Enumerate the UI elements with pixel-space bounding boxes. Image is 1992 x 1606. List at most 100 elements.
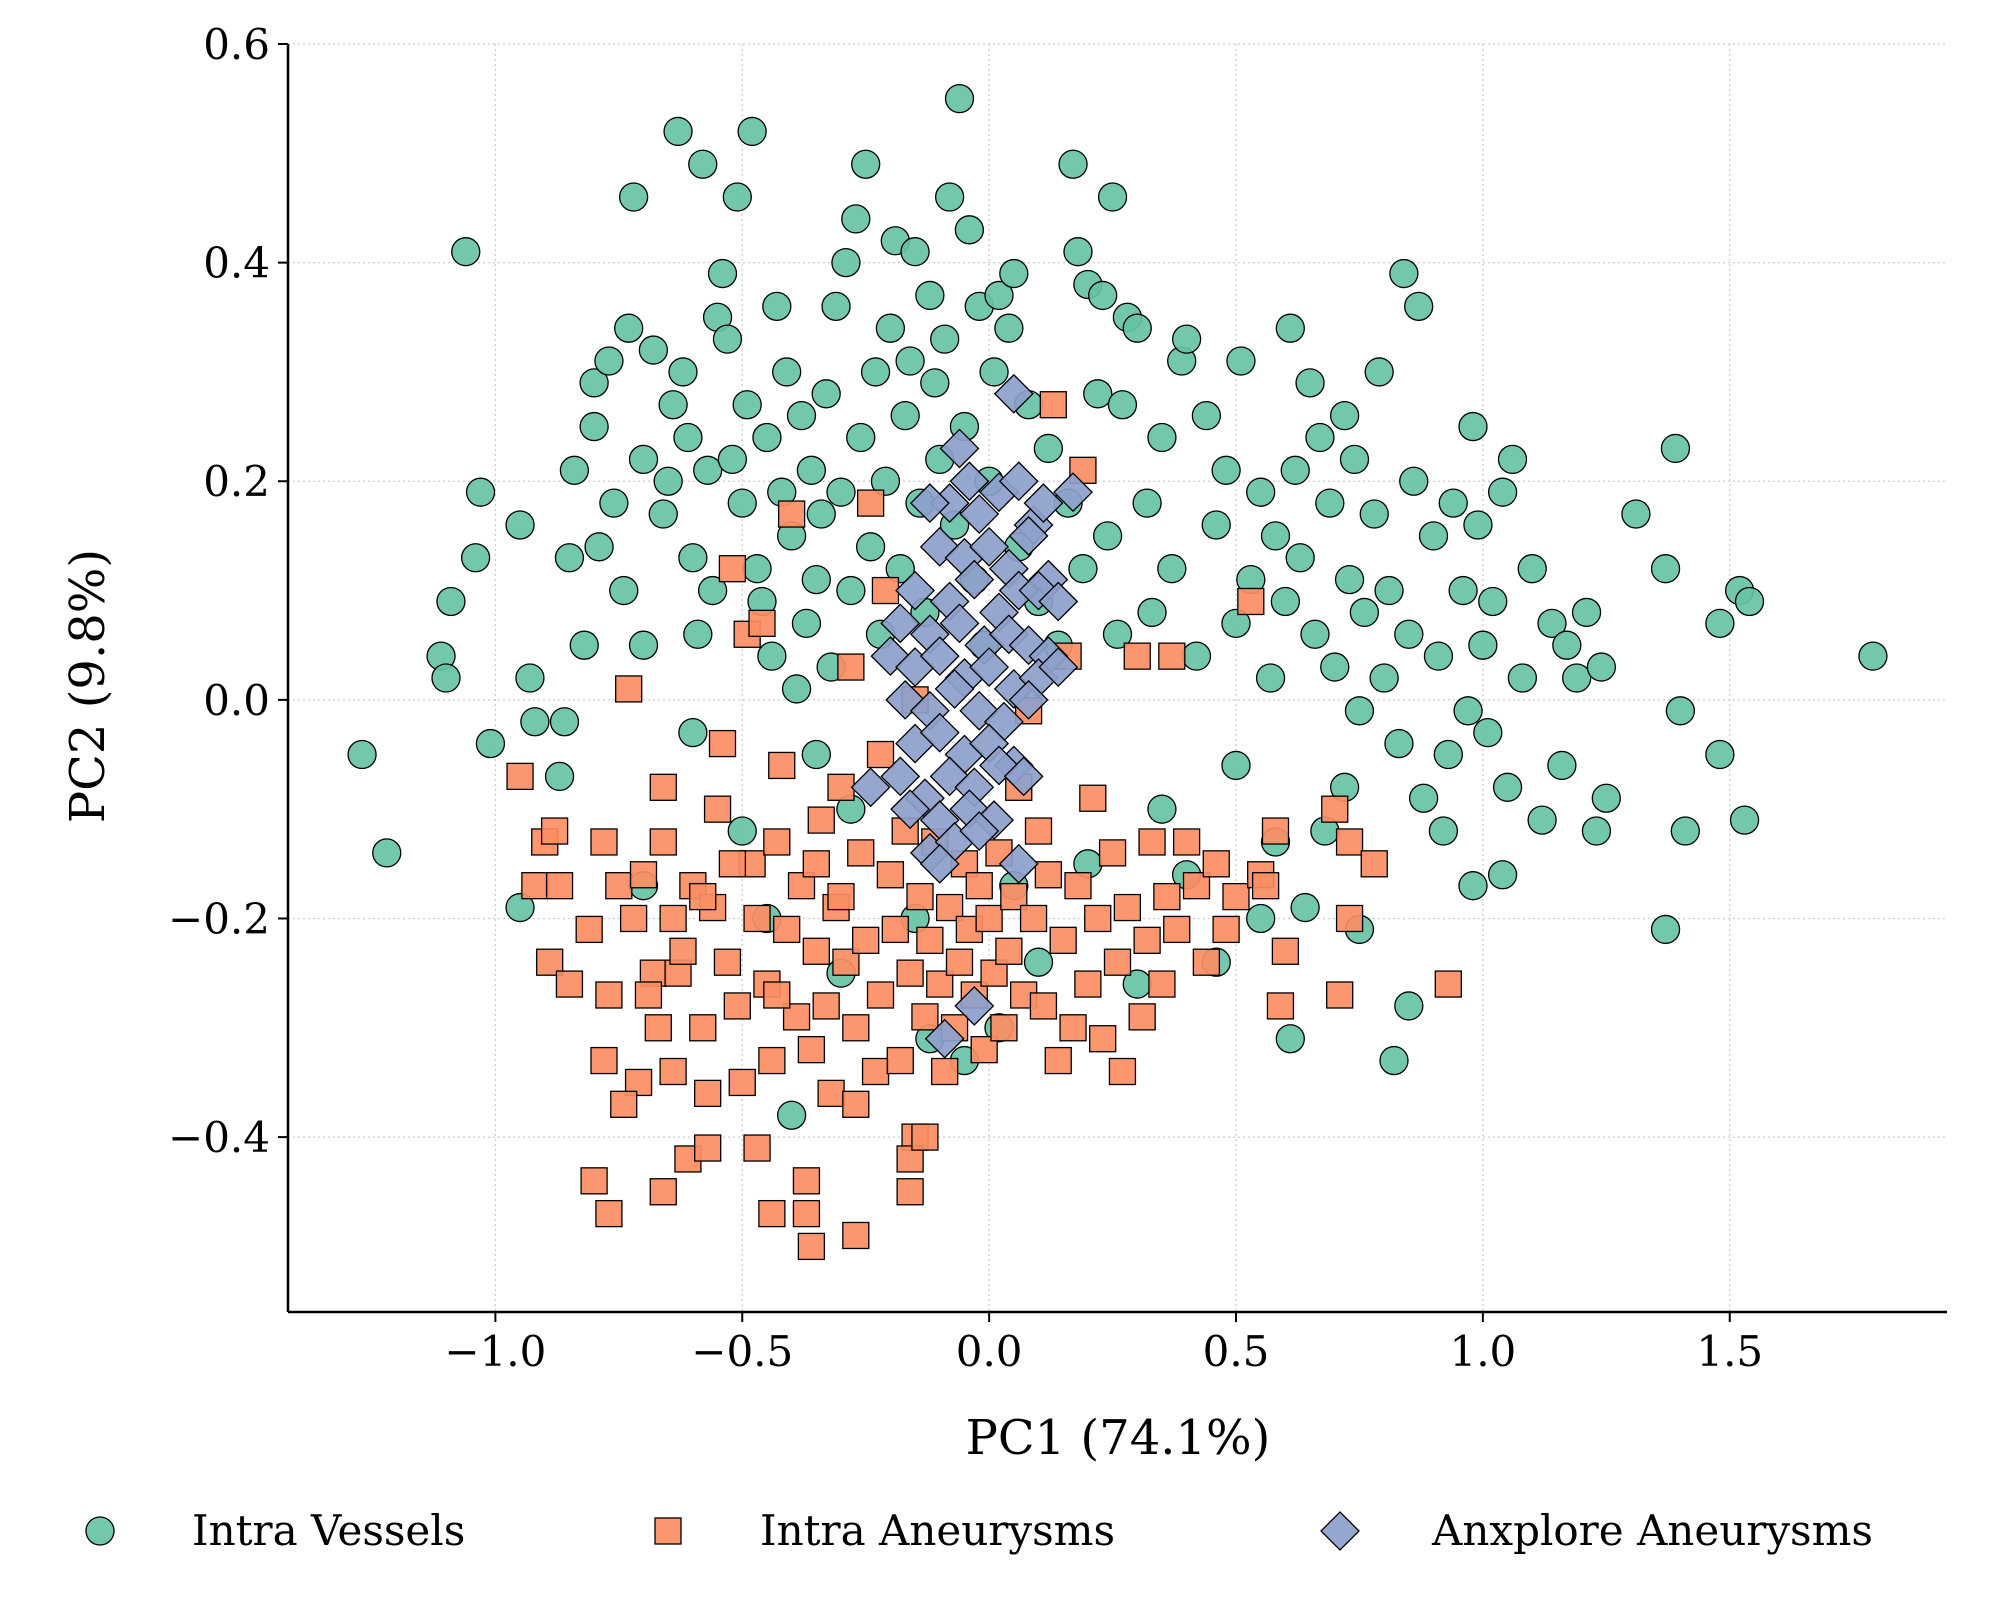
data-point-square bbox=[777, 500, 806, 528]
data-point-circle bbox=[1275, 1024, 1305, 1054]
data-point-square bbox=[802, 850, 830, 878]
data-point-circle bbox=[791, 608, 822, 638]
data-point-circle bbox=[1478, 586, 1508, 617]
data-point-circle bbox=[1275, 313, 1305, 343]
data-point-diamond bbox=[993, 373, 1034, 414]
data-point-circle bbox=[742, 554, 772, 584]
x-tick-label: 1.0 bbox=[1449, 1327, 1516, 1376]
data-point-diamond bbox=[969, 647, 1010, 687]
axes bbox=[286, 44, 1947, 1314]
data-point-diamond bbox=[1053, 472, 1093, 513]
data-point-diamond bbox=[880, 756, 921, 797]
data-point-circle bbox=[584, 532, 614, 562]
data-point-square bbox=[802, 937, 830, 965]
data-point-square bbox=[1335, 828, 1364, 856]
data-point-square bbox=[758, 1046, 786, 1075]
data-point-circle bbox=[895, 346, 925, 376]
data-point-square bbox=[792, 1167, 821, 1195]
data-point-circle bbox=[520, 707, 550, 737]
data-point-square bbox=[763, 828, 791, 856]
data-point-circle bbox=[1349, 597, 1380, 628]
data-point-circle bbox=[1246, 477, 1276, 507]
data-point-square bbox=[1251, 872, 1280, 900]
data-point-square bbox=[723, 992, 751, 1020]
data-point-diamond bbox=[998, 843, 1039, 884]
data-point-square bbox=[689, 882, 717, 911]
data-point-square bbox=[1271, 937, 1300, 965]
data-point-circle bbox=[1157, 554, 1187, 584]
data-point-circle bbox=[1334, 564, 1365, 595]
data-point-square bbox=[876, 861, 905, 889]
data-point-diamond bbox=[949, 461, 990, 502]
data-point-circle bbox=[776, 1100, 807, 1130]
data-point-circle bbox=[851, 149, 881, 179]
data-point-square bbox=[1148, 970, 1176, 998]
data-point-square bbox=[713, 948, 742, 976]
data-point-circle bbox=[757, 641, 787, 671]
data-point-square bbox=[718, 850, 747, 878]
data-point-circle bbox=[1384, 728, 1414, 759]
data-point-circle bbox=[544, 761, 575, 792]
data-point-diamond bbox=[880, 603, 921, 644]
x-tick-label: 0.5 bbox=[1203, 1327, 1270, 1376]
data-point-square bbox=[1222, 882, 1250, 911]
data-point-circle bbox=[673, 422, 703, 453]
data-point-circle bbox=[1571, 597, 1602, 628]
data-point-circle bbox=[786, 401, 817, 431]
data-point-circle bbox=[1705, 608, 1735, 638]
data-point-circle bbox=[1270, 586, 1301, 617]
data-point-square bbox=[718, 555, 747, 583]
y-tick-label: 0.0 bbox=[203, 676, 270, 725]
data-point-circle bbox=[431, 663, 461, 693]
data-point-circle bbox=[475, 728, 506, 759]
data-point-circle bbox=[1295, 368, 1325, 398]
data-point-circle bbox=[436, 586, 466, 617]
data-point-circle bbox=[841, 204, 871, 234]
data-point-circle bbox=[1705, 739, 1735, 770]
data-point-circle bbox=[1063, 237, 1093, 267]
data-point-circle bbox=[1433, 739, 1463, 770]
data-point-circle bbox=[1729, 805, 1760, 835]
data-point-square bbox=[1192, 948, 1221, 976]
data-point-square bbox=[1049, 926, 1077, 954]
data-point-circle bbox=[811, 379, 841, 409]
data-point-circle bbox=[1315, 488, 1345, 518]
data-point-circle bbox=[465, 477, 496, 507]
data-point-diamond bbox=[1038, 581, 1079, 622]
data-point-circle bbox=[1088, 280, 1118, 311]
data-point-circle bbox=[1517, 554, 1547, 584]
data-point-circle bbox=[1374, 575, 1404, 606]
data-point-square bbox=[1266, 992, 1295, 1020]
data-point-square bbox=[1172, 828, 1201, 856]
data-point-diamond bbox=[959, 494, 1000, 534]
x-tick-label: 1.5 bbox=[1696, 1327, 1763, 1376]
data-point-circle bbox=[1621, 499, 1651, 529]
data-point-square bbox=[881, 915, 909, 944]
data-point-square bbox=[580, 1167, 608, 1195]
data-point-diamond bbox=[1008, 679, 1049, 720]
data-point-circle bbox=[1369, 663, 1399, 693]
data-point-circle bbox=[1665, 696, 1696, 726]
data-point-circle bbox=[831, 247, 861, 278]
data-point-square bbox=[659, 904, 687, 933]
data-point-square bbox=[1074, 970, 1102, 998]
data-point-square bbox=[743, 904, 771, 933]
data-point-circle bbox=[1562, 663, 1592, 693]
data-point-square bbox=[837, 653, 865, 681]
grid bbox=[288, 43, 1947, 1312]
data-point-circle bbox=[1527, 805, 1557, 835]
data-point-circle bbox=[1389, 258, 1419, 289]
data-point-circle bbox=[1473, 718, 1503, 748]
data-point-square bbox=[595, 1199, 623, 1228]
data-point-square bbox=[694, 1134, 722, 1162]
data-point-square bbox=[1029, 992, 1058, 1020]
y-tick-label: −0.2 bbox=[168, 894, 270, 943]
data-point-square bbox=[866, 981, 895, 1009]
legend-label: Anxplore Aneurysms bbox=[1431, 1506, 1873, 1555]
data-point-circle bbox=[1364, 357, 1394, 387]
data-point-circle bbox=[1487, 860, 1518, 890]
data-point-square bbox=[1098, 839, 1127, 867]
data-point-diamond bbox=[934, 669, 975, 709]
data-point-circle bbox=[806, 499, 836, 529]
data-point-square bbox=[817, 1079, 845, 1108]
